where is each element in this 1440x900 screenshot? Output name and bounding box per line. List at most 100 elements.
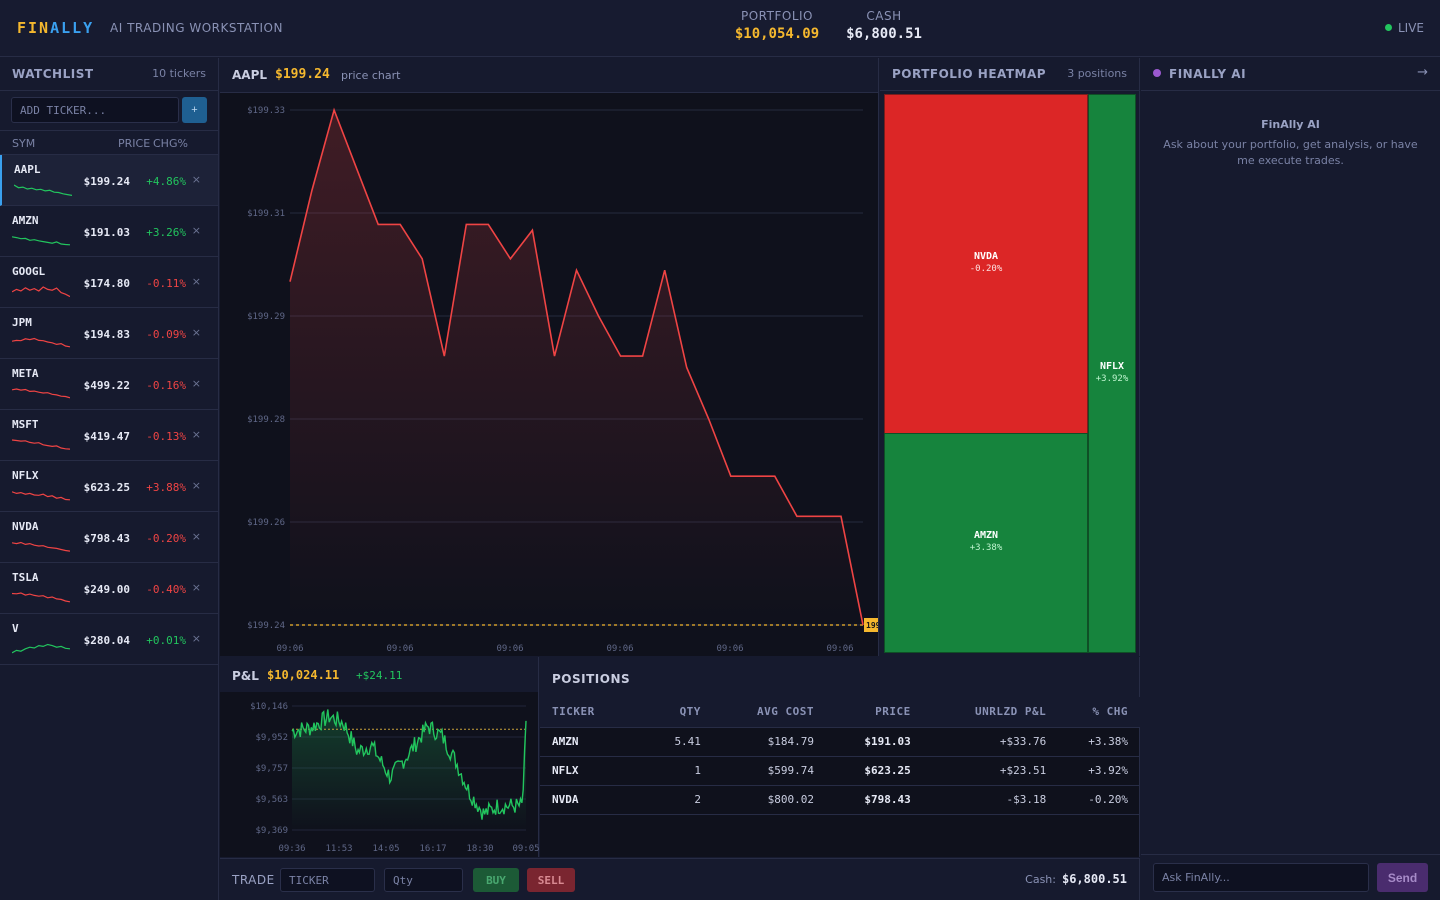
ai-chat-panel: FINALLY AI → FinAlly AI Ask about your p…: [1141, 58, 1440, 900]
chart-symbol: AAPL: [232, 68, 268, 82]
position-qty: 5.41: [641, 727, 701, 757]
position-avg-cost: $800.02: [700, 785, 814, 815]
sparkline-line: [12, 439, 70, 450]
watchlist-price: $174.80: [83, 277, 130, 290]
pnl-line: [291, 709, 527, 820]
watchlist-change: -0.11%: [146, 277, 186, 290]
position-row-nflx[interactable]: NFLX 1 $599.74 $623.25 +$23.51 +3.92%: [540, 756, 1140, 786]
remove-ticker-icon[interactable]: ×: [191, 632, 201, 645]
sparkline-line: [14, 184, 72, 196]
watchlist-row-amzn[interactable]: AMZN $191.03 +3.26% ×: [0, 206, 218, 257]
remove-ticker-icon[interactable]: ×: [191, 377, 201, 390]
watchlist-change: -0.09%: [146, 328, 186, 341]
watchlist-columns: SYM PRICE CHG%: [0, 131, 218, 155]
watchlist-row-msft[interactable]: MSFT $419.47 -0.13% ×: [0, 410, 218, 461]
x-tick-label: 11:53: [325, 844, 352, 854]
heatmap-tile-amzn[interactable]: AMZN +3.38%: [884, 433, 1088, 653]
remove-ticker-icon[interactable]: ×: [191, 326, 201, 339]
watchlist-row-v[interactable]: V $280.04 +0.01% ×: [0, 614, 218, 665]
sparkline-line: [12, 541, 70, 552]
heatmap-tile-nflx[interactable]: NFLX +3.92%: [1088, 94, 1136, 653]
remove-ticker-icon[interactable]: ×: [191, 275, 201, 288]
watchlist-row-aapl[interactable]: AAPL $199.24 +4.86% ×: [0, 155, 218, 206]
watchlist-row-tsla[interactable]: TSLA $249.00 -0.40% ×: [0, 563, 218, 614]
col-chg: CHG%: [153, 137, 188, 150]
watchlist-change: +3.26%: [146, 226, 186, 239]
position-pnl: +$23.51: [910, 756, 1047, 786]
remove-ticker-icon[interactable]: ×: [191, 224, 201, 237]
watchlist-price: $419.47: [83, 430, 130, 443]
ai-message-input[interactable]: [1153, 863, 1369, 892]
watchlist-change: +0.01%: [146, 634, 186, 647]
watchlist-row-googl[interactable]: GOOGL $174.80 -0.11% ×: [0, 257, 218, 308]
ai-status-dot-icon: [1153, 69, 1161, 77]
watchlist-row-nflx[interactable]: NFLX $623.25 +3.88% ×: [0, 461, 218, 512]
position-ticker: AMZN: [540, 727, 642, 757]
ai-input-row: Send: [1141, 854, 1440, 900]
position-qty: 1: [641, 756, 701, 786]
watchlist-symbol: META: [12, 367, 39, 380]
positions-panel: POSITIONS TICKER QTY AVG COST PRICE UNRL…: [540, 657, 1140, 857]
price-chart-header: AAPL $199.24 price chart: [220, 58, 878, 93]
app-logo: FINALLY: [17, 19, 95, 37]
position-price: $623.25: [814, 756, 911, 786]
add-ticker-button[interactable]: +: [182, 97, 207, 123]
portfolio-label: PORTFOLIO: [741, 9, 813, 23]
remove-ticker-icon[interactable]: ×: [191, 173, 201, 186]
col-price: PRICE: [814, 697, 911, 728]
trade-ticker-input[interactable]: [280, 868, 375, 892]
sparkline-chart: [12, 236, 70, 246]
remove-ticker-icon[interactable]: ×: [191, 428, 201, 441]
price-chart[interactable]: $199.33 $199.31 $199.29 $199.28 $199.26 $199.…: [220, 94, 878, 656]
last-price-tag: [864, 618, 878, 632]
watchlist-row-jpm[interactable]: JPM $194.83 -0.09% ×: [0, 308, 218, 359]
watchlist-symbol: AMZN: [12, 214, 39, 227]
ai-welcome-title: FinAlly AI: [1261, 118, 1320, 131]
watchlist-symbol: TSLA: [12, 571, 39, 584]
watchlist-panel: WATCHLIST 10 tickers + SYM PRICE CHG% AA…: [0, 58, 219, 900]
position-price: $191.03: [814, 727, 911, 757]
remove-ticker-icon[interactable]: ×: [191, 479, 201, 492]
position-row-nvda[interactable]: NVDA 2 $800.02 $798.43 -$3.18 -0.20%: [540, 785, 1140, 815]
price-area: [290, 110, 863, 625]
position-pnl: +$33.76: [910, 727, 1047, 757]
positions-title: POSITIONS: [552, 672, 631, 686]
x-tick-label: 18:30: [466, 844, 493, 854]
watchlist-row-meta[interactable]: META $499.22 -0.16% ×: [0, 359, 218, 410]
portfolio-value: $10,054.09: [734, 26, 820, 42]
collapse-arrow-icon[interactable]: →: [1417, 65, 1428, 80]
pnl-chart[interactable]: $10,146 $9,952 $9,757 $9,563 $9,369 09:36 11:5…: [220, 692, 539, 857]
watchlist-row-nvda[interactable]: NVDA $798.43 -0.20% ×: [0, 512, 218, 563]
tile-symbol: NVDA: [973, 251, 999, 262]
sparkline-chart: [12, 286, 70, 298]
sparkline-chart: [12, 491, 70, 501]
col-price: PRICE: [118, 137, 151, 150]
pnl-area: [292, 709, 526, 830]
sparkline-chart: [12, 337, 70, 348]
heatmap-tile-nvda[interactable]: NVDA -0.20%: [884, 94, 1088, 434]
sparkline-chart: [12, 643, 70, 654]
watchlist-symbol: MSFT: [12, 418, 39, 431]
tile-change: +3.38%: [969, 543, 1003, 553]
x-tick-label: 09:06: [386, 644, 413, 654]
sparkline-chart: [12, 388, 70, 399]
y-tick-label: $9,952: [255, 733, 288, 743]
heatmap-header: PORTFOLIO HEATMAP 3 positions: [880, 58, 1139, 91]
remove-ticker-icon[interactable]: ×: [191, 581, 201, 594]
sparkline-line: [12, 388, 70, 399]
remove-ticker-icon[interactable]: ×: [191, 530, 201, 543]
sparkline-line: [12, 592, 70, 603]
pnl-label: P&L: [232, 669, 259, 683]
chart-price: $199.24: [275, 67, 330, 82]
trade-qty-input[interactable]: [384, 868, 463, 892]
add-ticker-input[interactable]: [11, 97, 179, 123]
pnl-change: +$24.11: [356, 669, 403, 682]
buy-button[interactable]: BUY: [473, 868, 519, 892]
position-pct: -0.20%: [1046, 785, 1140, 815]
positions-table: TICKER QTY AVG COST PRICE UNRLZD P&L % C…: [540, 697, 1140, 815]
ai-send-button[interactable]: Send: [1377, 863, 1428, 892]
x-tick-label: 09:06: [826, 644, 853, 654]
sell-button[interactable]: SELL: [527, 868, 575, 892]
position-ticker: NFLX: [540, 756, 642, 786]
position-row-amzn[interactable]: AMZN 5.41 $184.79 $191.03 +$33.76 +3.38%: [540, 727, 1140, 757]
